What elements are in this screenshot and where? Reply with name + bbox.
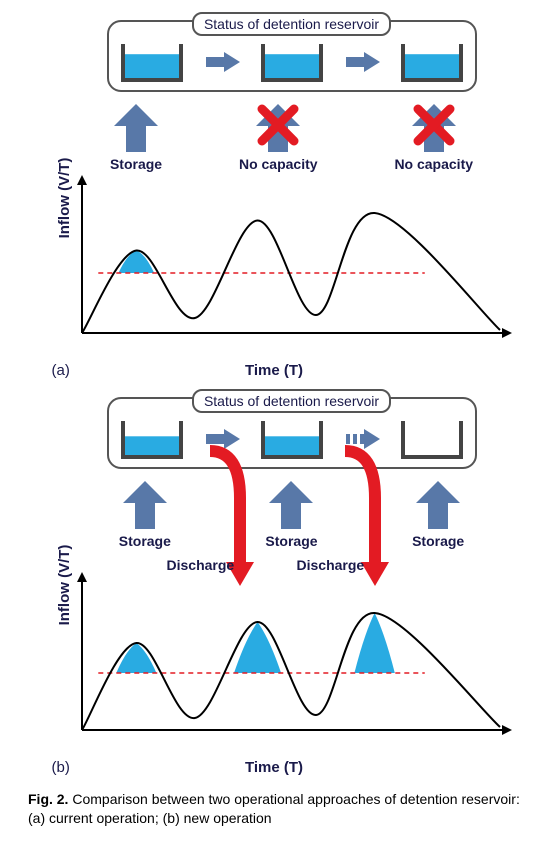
panel-a: Inflow (V/T) Status of detention reservo… xyxy=(22,10,527,385)
status-box-title: Status of detention reservoir xyxy=(192,12,391,36)
y-axis-label: Inflow (V/T) xyxy=(55,544,72,625)
reservoir-tank-icon xyxy=(401,42,463,82)
uparrow-label: Storage xyxy=(412,533,464,549)
reservoir-tank-icon xyxy=(261,419,323,459)
uparrow-label: No capacity xyxy=(394,156,473,172)
uparrows-row-a: Storage No capacity No capacity xyxy=(72,102,512,172)
uparrows-row-b: Storage Storage Storage xyxy=(72,479,512,549)
storage-arrow-group: Storage xyxy=(412,479,464,549)
discharge-label: Discharge xyxy=(297,557,365,573)
up-arrow-icon xyxy=(412,479,464,531)
storage-arrow-group: Storage xyxy=(119,479,171,549)
up-arrow-icon xyxy=(110,102,162,154)
uparrow-label: No capacity xyxy=(239,156,318,172)
reservoir-tank-icon xyxy=(121,419,183,459)
chart-area-a: Status of detention reservoir Storage No… xyxy=(72,20,512,345)
status-box-b: Status of detention reservoir xyxy=(107,397,477,469)
reservoir-tank-icon xyxy=(261,42,323,82)
y-axis-label: Inflow (V/T) xyxy=(55,157,72,238)
x-axis-label: Time (T) xyxy=(245,362,303,379)
status-box-a: Status of detention reservoir xyxy=(107,20,477,92)
inflow-chart-b xyxy=(72,572,512,742)
status-box-title: Status of detention reservoir xyxy=(192,389,391,413)
caption-text: Comparison between two operational appro… xyxy=(28,791,520,826)
panel-b: Inflow (V/T) Status of detention reservo… xyxy=(22,387,527,782)
uparrow-label: Storage xyxy=(110,156,162,172)
uparrow-label: Storage xyxy=(265,533,317,549)
storage-arrow-group: Storage xyxy=(265,479,317,549)
inflow-chart-a xyxy=(72,175,512,345)
reservoir-tank-icon xyxy=(401,419,463,459)
x-axis-label: Time (T) xyxy=(245,759,303,776)
caption-label: Fig. 2. xyxy=(28,791,68,807)
reservoir-tank-icon xyxy=(121,42,183,82)
up-arrow-icon xyxy=(119,479,171,531)
chart-area-b: Status of detention reservoir Storage St… xyxy=(72,397,512,742)
flow-arrow-icon xyxy=(204,51,240,73)
figure-caption: Fig. 2. Comparison between two operation… xyxy=(20,790,528,828)
cross-icon xyxy=(257,104,299,146)
flow-arrow-icon xyxy=(344,51,380,73)
storage-arrow-group: Storage xyxy=(110,102,162,172)
status-row-b xyxy=(121,419,463,459)
panel-letter: (a) xyxy=(52,362,70,379)
storage-arrow-group: No capacity xyxy=(239,102,318,172)
up-arrow-icon xyxy=(265,479,317,531)
uparrow-label: Storage xyxy=(119,533,171,549)
storage-arrow-group: No capacity xyxy=(394,102,473,172)
discharge-label: Discharge xyxy=(167,557,235,573)
cross-icon xyxy=(413,104,455,146)
panel-letter: (b) xyxy=(52,759,70,776)
status-row-a xyxy=(121,42,463,82)
